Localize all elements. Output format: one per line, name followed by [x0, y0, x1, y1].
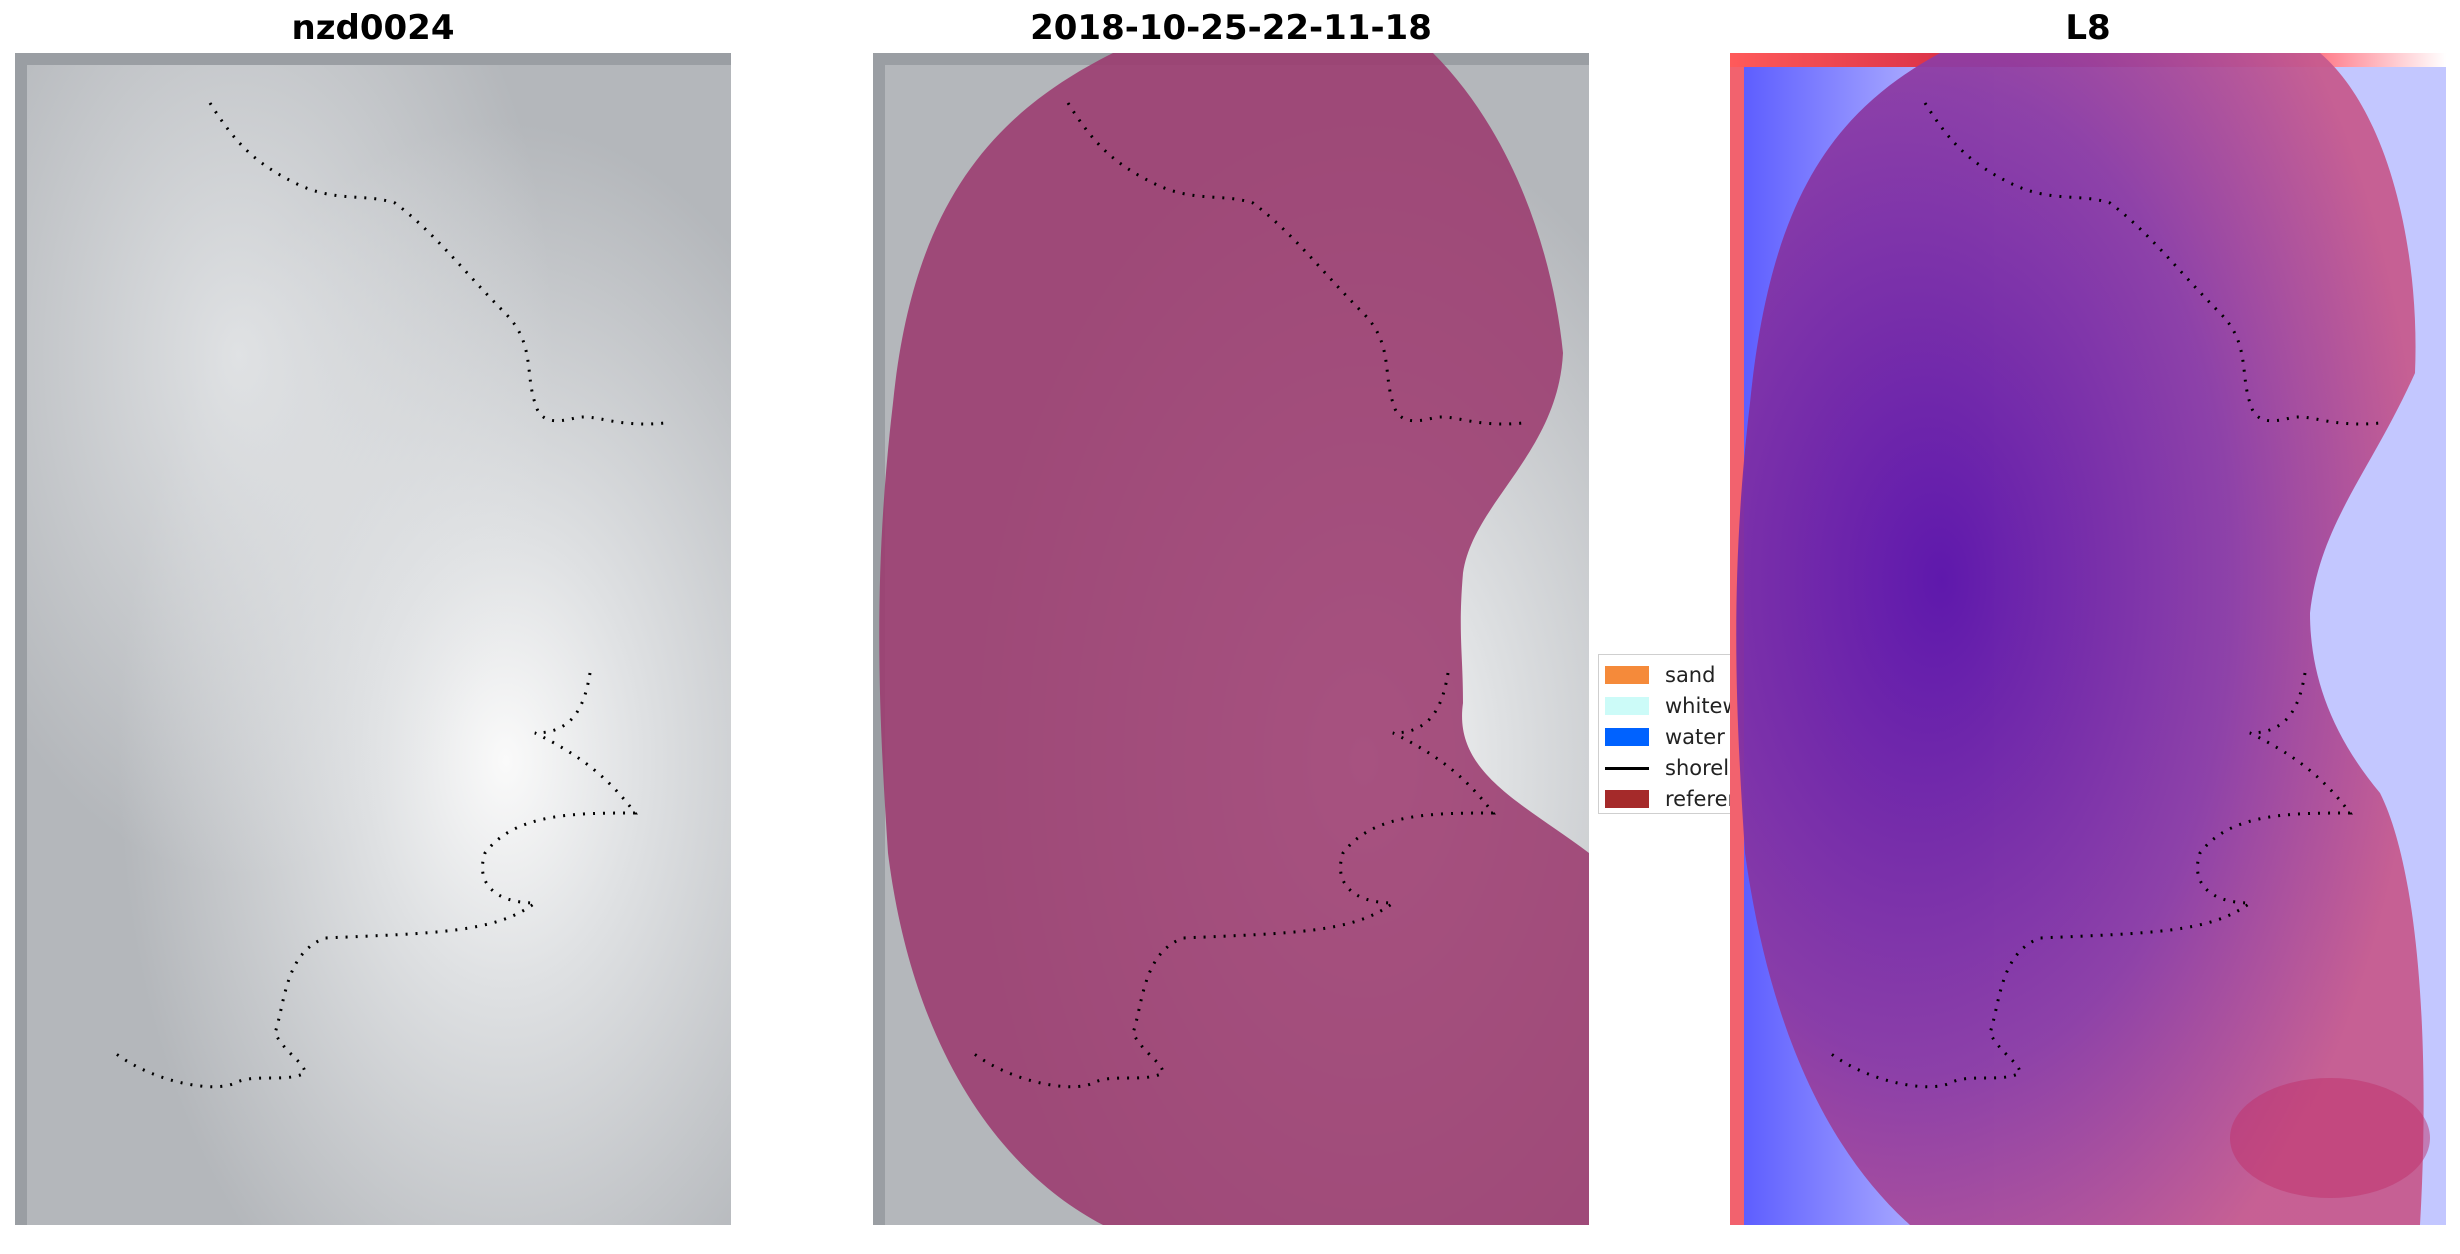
- index-image: [1730, 53, 2446, 1225]
- legend-item-reference: reference: [1605, 785, 1732, 813]
- panel-title-index: L8: [2065, 8, 2111, 48]
- shoreline-dots: [114, 102, 666, 1089]
- classified-image: [873, 53, 1589, 1225]
- legend-item-shoreline: shoreline: [1605, 754, 1732, 782]
- legend-label: water: [1665, 725, 1725, 749]
- sand-swatch: [1605, 666, 1649, 684]
- shoreline-swatch: [1605, 766, 1649, 770]
- cloud-mask-region: [1736, 53, 2424, 1225]
- index-image-panel: [1730, 53, 2446, 1225]
- panel-title-classified: 2018-10-25-22-11-18: [1030, 8, 1432, 48]
- shoreline-dots: [1829, 102, 2381, 1089]
- rgb-image: [15, 53, 731, 1225]
- classified-image-panel: [873, 53, 1589, 1225]
- legend-item-water: water: [1605, 723, 1725, 751]
- panel-title-rgb: nzd0024: [291, 8, 455, 48]
- red-patch: [2230, 1078, 2430, 1198]
- legend-label: reference: [1665, 787, 1732, 811]
- shoreline-dots: [972, 102, 1524, 1089]
- whitewater-swatch: [1605, 697, 1649, 715]
- water-swatch: [1605, 728, 1649, 746]
- rgb-image-panel: [15, 53, 731, 1225]
- legend-item-sand: sand: [1605, 661, 1715, 689]
- cloud-mask-region: [879, 53, 1589, 1225]
- reference-swatch: [1605, 790, 1649, 808]
- legend-label: sand: [1665, 663, 1716, 687]
- legend-label: shoreline: [1665, 756, 1732, 780]
